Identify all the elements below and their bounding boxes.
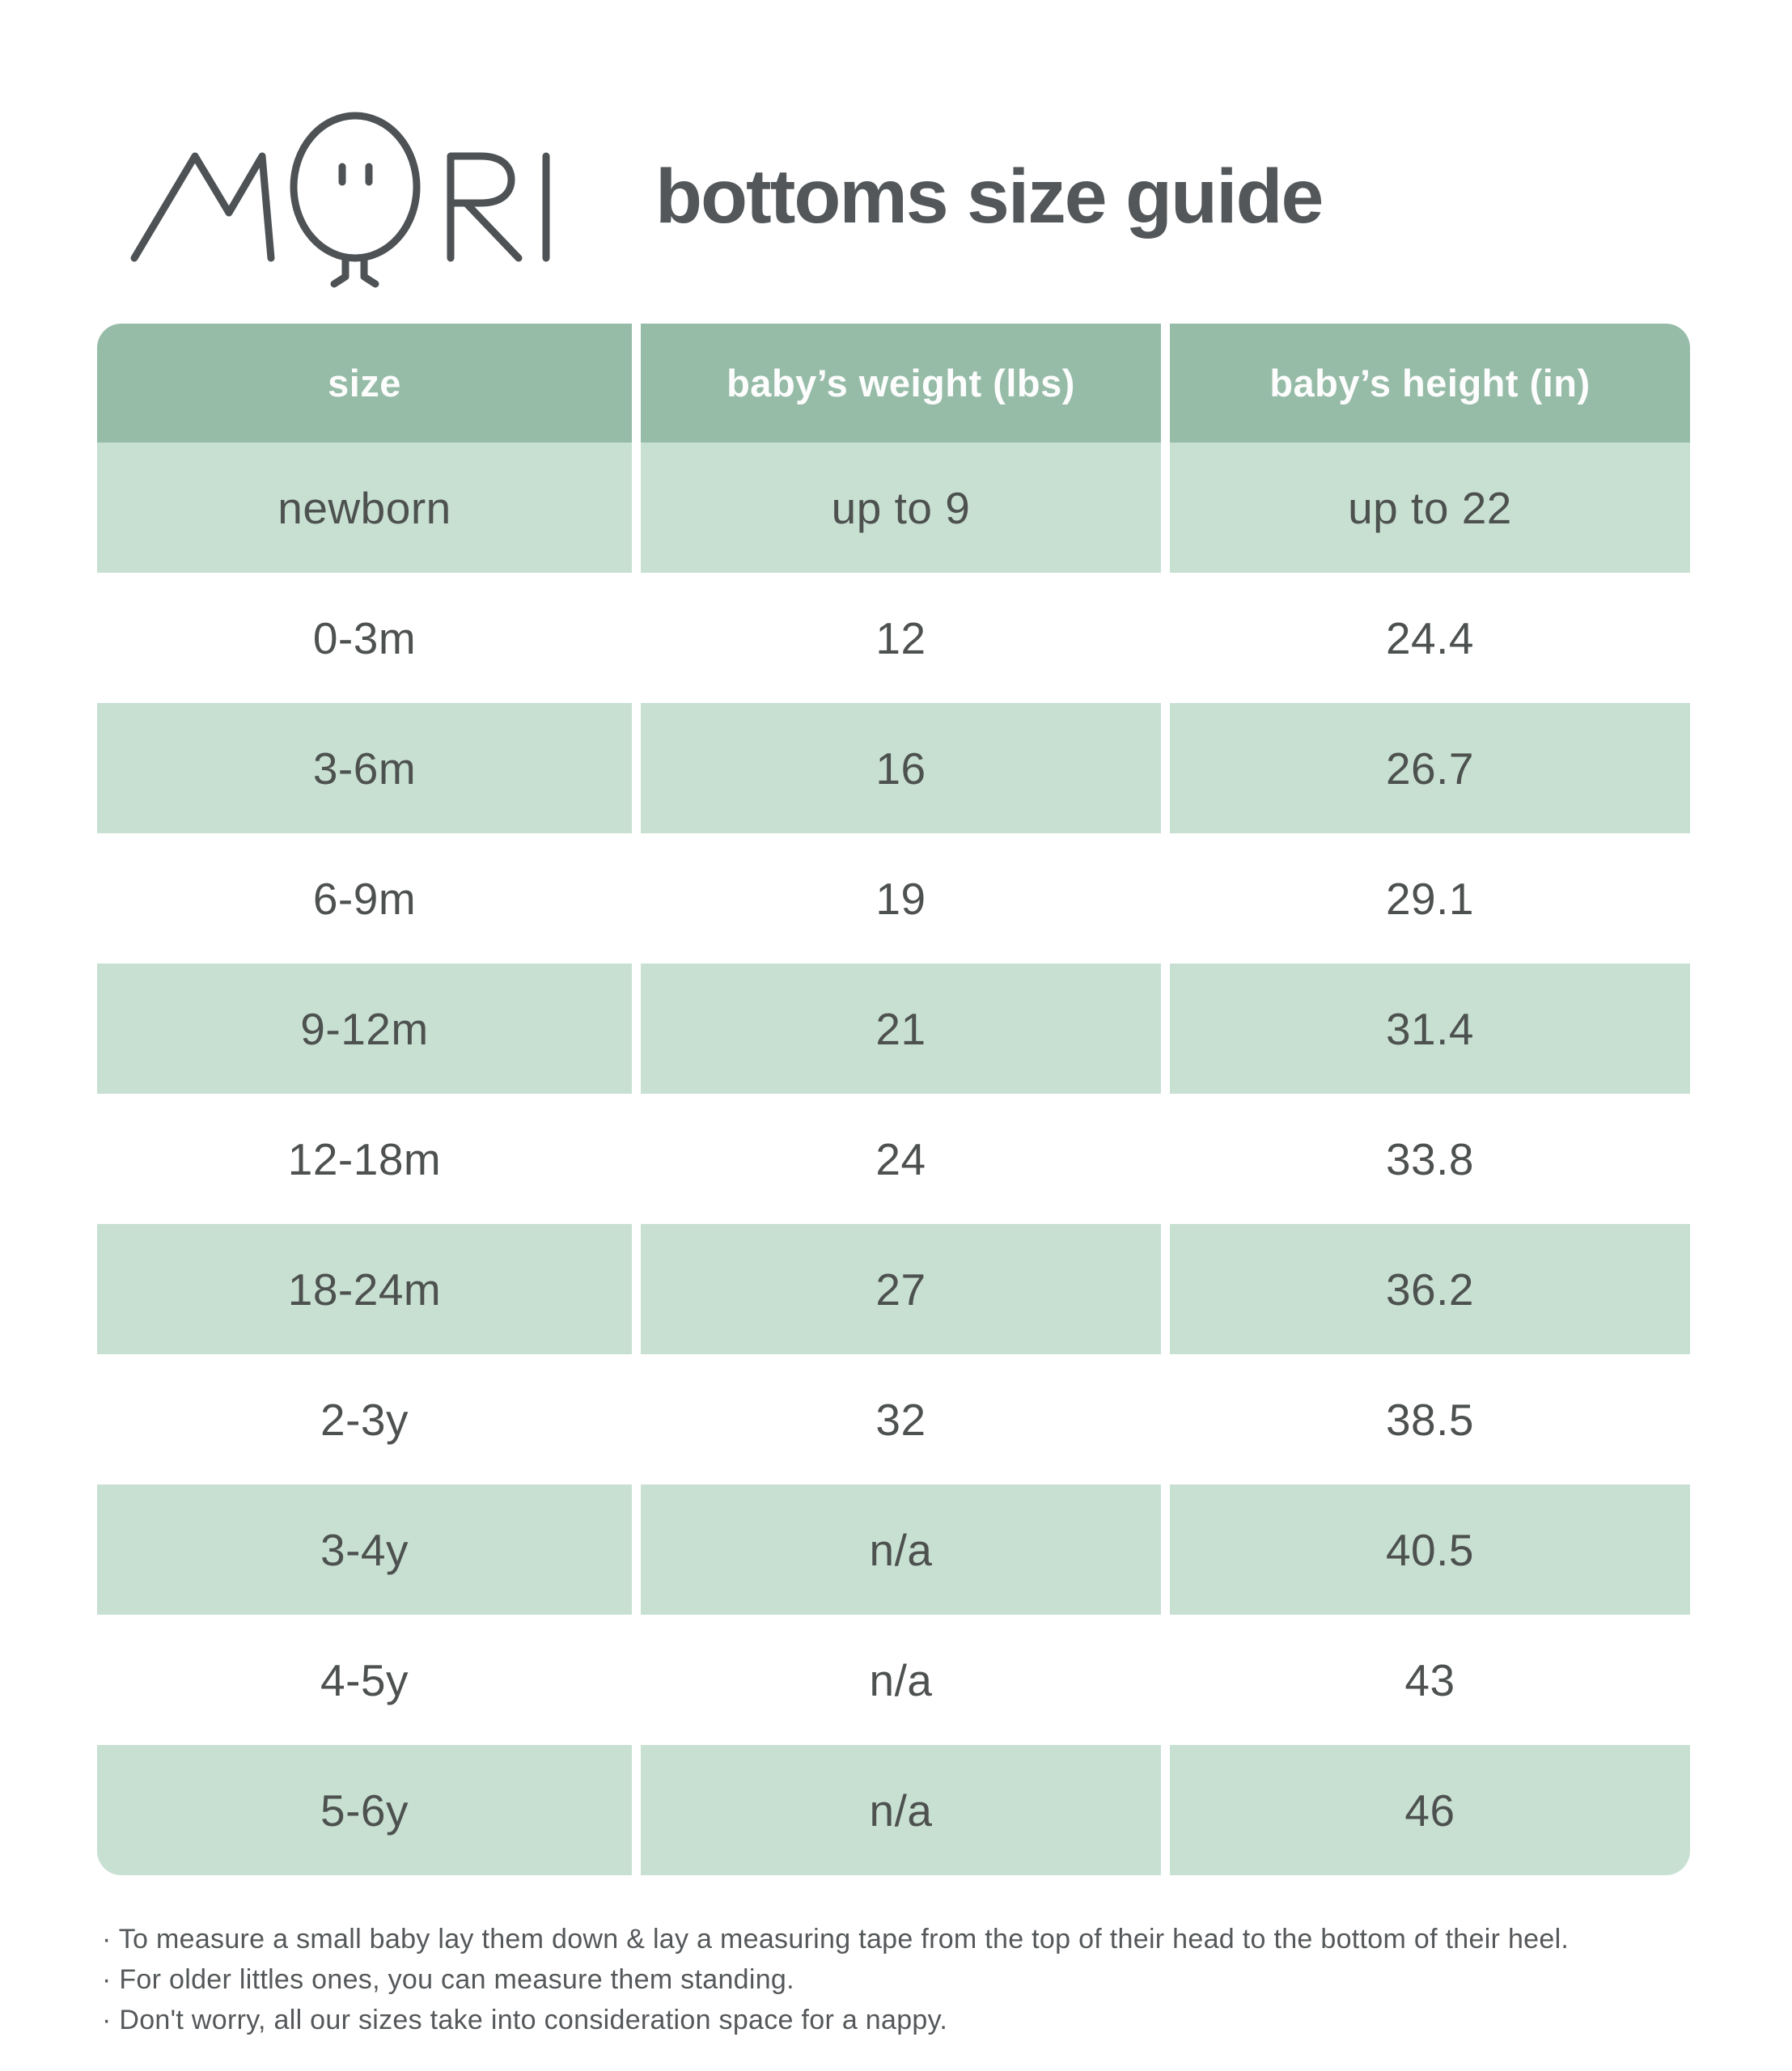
height-cell: 36.2 <box>1170 1224 1690 1354</box>
height-cell: 40.5 <box>1170 1484 1690 1615</box>
weight-cell: n/a <box>641 1745 1161 1875</box>
size-cell: 5-6y <box>97 1745 632 1875</box>
height-cell: 29.1 <box>1170 833 1690 964</box>
weight-cell: n/a <box>641 1615 1161 1745</box>
weight-cell: up to 9 <box>641 443 1161 573</box>
note-line: · For older littles ones, you can measur… <box>102 1964 794 1995</box>
weight-cell: 19 <box>641 833 1161 964</box>
height-cell: 46 <box>1170 1745 1690 1875</box>
height-cell: 33.8 <box>1170 1094 1690 1224</box>
height-cell: 26.7 <box>1170 703 1690 833</box>
column-header-height: baby’s height (in) <box>1170 324 1690 443</box>
page-title: bottoms size guide <box>655 153 1324 239</box>
weight-cell: 27 <box>641 1224 1161 1354</box>
note-line: · To measure a small baby lay them down … <box>102 1924 1570 1955</box>
mori-logo-letters <box>130 112 550 288</box>
weight-cell: 24 <box>641 1094 1161 1224</box>
weight-cell: 12 <box>641 573 1161 703</box>
weight-cell: 21 <box>641 964 1161 1094</box>
size-cell: 3-6m <box>97 703 632 833</box>
size-cell: 4-5y <box>97 1615 632 1745</box>
height-cell: 24.4 <box>1170 573 1690 703</box>
height-cell: 31.4 <box>1170 964 1690 1094</box>
size-cell: 9-12m <box>97 964 632 1094</box>
note-line: · Don't worry, all our sizes take into c… <box>102 2005 948 2035</box>
size-cell: 6-9m <box>97 833 632 964</box>
size-cell: 2-3y <box>97 1354 632 1484</box>
mori-logo <box>130 112 550 288</box>
measurement-notes: · To measure a small baby lay them down … <box>102 1919 1704 2040</box>
size-cell: newborn <box>97 443 632 573</box>
size-guide-table: size baby’s weight (lbs) baby’s height (… <box>97 324 1690 1875</box>
mori-face-icon <box>290 112 421 262</box>
size-cell: 0-3m <box>97 573 632 703</box>
column-header-weight: baby’s weight (lbs) <box>641 324 1161 443</box>
height-cell: 38.5 <box>1170 1354 1690 1484</box>
height-cell: up to 22 <box>1170 443 1690 573</box>
weight-cell: 16 <box>641 703 1161 833</box>
height-cell: 43 <box>1170 1615 1690 1745</box>
size-cell: 18-24m <box>97 1224 632 1354</box>
weight-cell: n/a <box>641 1484 1161 1615</box>
size-cell: 12-18m <box>97 1094 632 1224</box>
weight-cell: 32 <box>641 1354 1161 1484</box>
size-cell: 3-4y <box>97 1484 632 1615</box>
column-header-size: size <box>97 324 632 443</box>
